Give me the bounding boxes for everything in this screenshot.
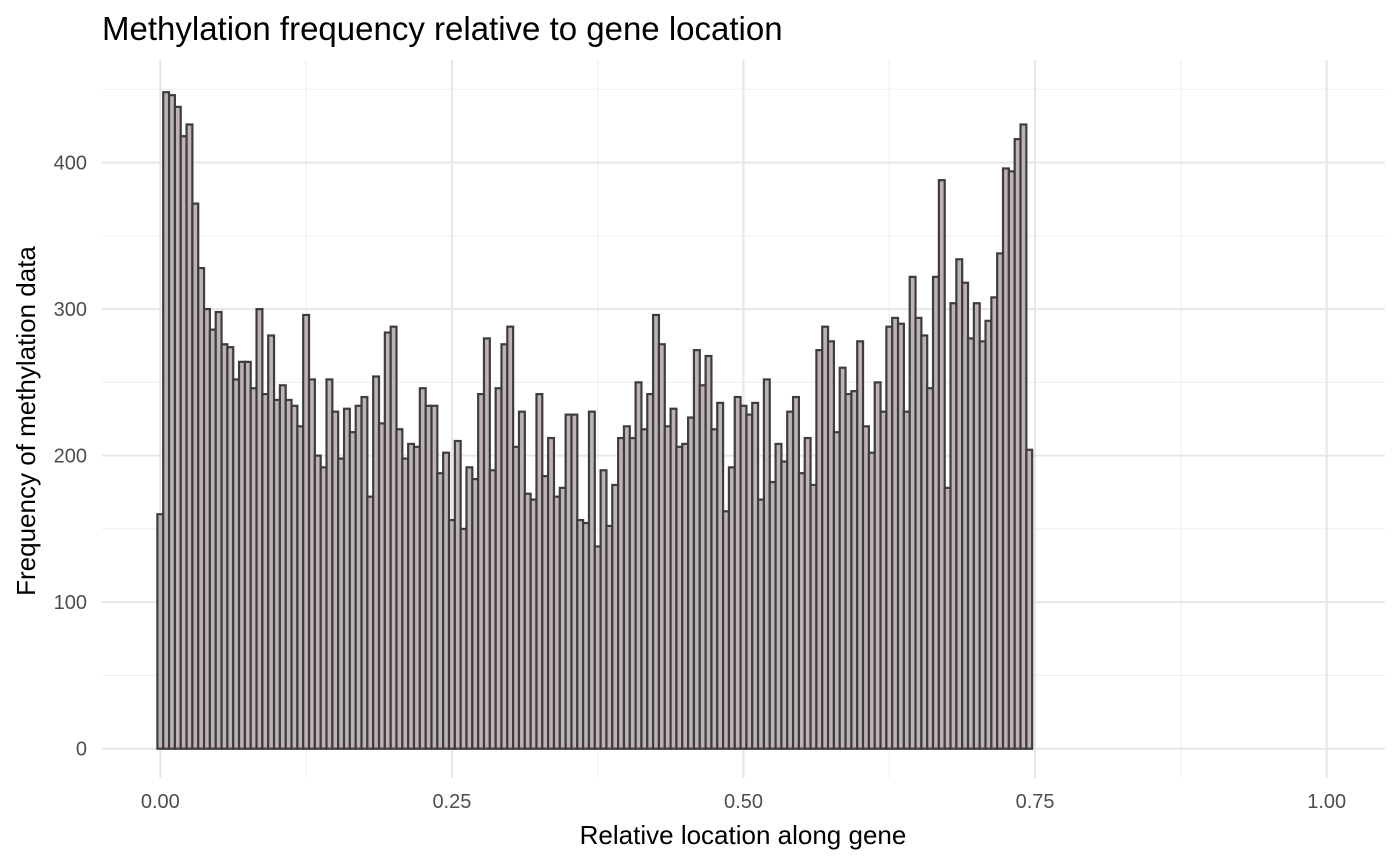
- x-tick-label: 0.00: [141, 791, 180, 813]
- chart-title: Methylation frequency relative to gene l…: [102, 10, 783, 47]
- x-tick-label: 0.50: [724, 791, 763, 813]
- x-axis-tick-labels: 0.00 0.25 0.50 0.75 1.00: [141, 791, 1346, 813]
- y-tick-label: 300: [54, 299, 87, 321]
- y-tick-label: 400: [54, 153, 87, 175]
- histogram-bar: [1019, 123, 1028, 750]
- histogram-bar: [937, 179, 946, 750]
- y-tick-label: 100: [54, 592, 87, 614]
- y-tick-label: 0: [76, 739, 87, 761]
- x-tick-label: 0.25: [432, 791, 471, 813]
- histogram-bar: [1025, 448, 1034, 750]
- y-axis-title: Frequency of methylation data: [11, 246, 41, 596]
- x-tick-label: 0.75: [1016, 791, 1055, 813]
- y-tick-label: 200: [54, 446, 87, 468]
- histogram-bars: [156, 91, 1034, 750]
- x-axis-title: Relative location along gene: [580, 820, 907, 850]
- y-axis-tick-labels: 0 100 200 300 400: [54, 153, 87, 761]
- x-tick-label: 1.00: [1307, 791, 1346, 813]
